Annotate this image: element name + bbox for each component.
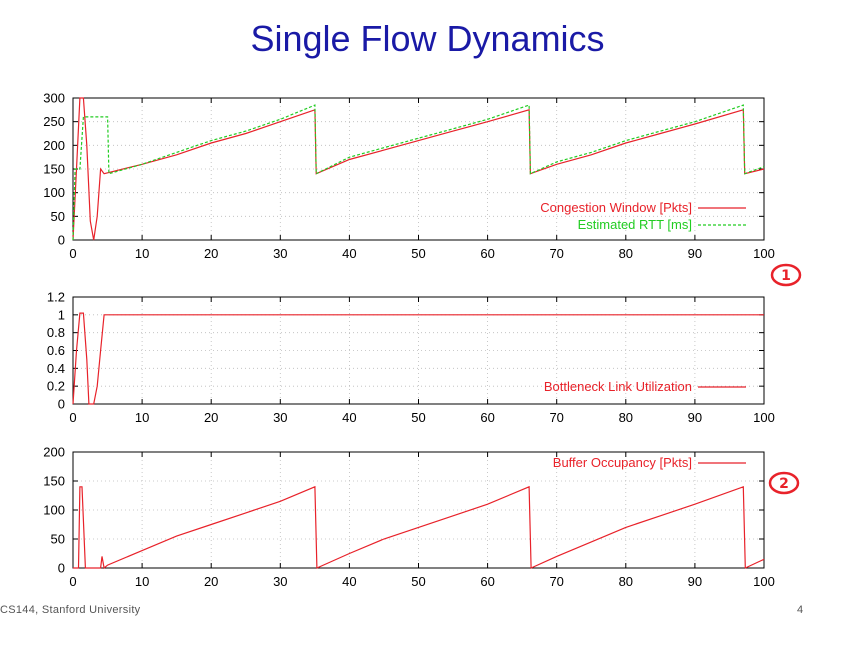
x-tick-label: 60 — [480, 246, 494, 261]
slide-title: Single Flow Dynamics — [250, 18, 605, 59]
x-tick-label: 20 — [204, 246, 218, 261]
series-line — [73, 485, 765, 570]
x-tick-label: 40 — [342, 574, 356, 589]
y-tick-label: 50 — [51, 532, 65, 547]
x-tick-label: 100 — [753, 574, 775, 589]
legend-label: Bottleneck Link Utilization — [544, 379, 692, 394]
x-tick-label: 50 — [411, 410, 425, 425]
y-tick-label: 0.6 — [47, 343, 65, 358]
y-tick-label: 0.2 — [47, 379, 65, 394]
x-tick-label: 30 — [273, 246, 287, 261]
annotation-circle — [768, 471, 800, 495]
x-tick-label: 90 — [688, 574, 702, 589]
x-tick-label: 100 — [753, 410, 775, 425]
x-tick-label: 10 — [135, 574, 149, 589]
y-tick-label: 200 — [43, 138, 65, 153]
x-tick-label: 70 — [549, 574, 563, 589]
x-tick-label: 10 — [135, 410, 149, 425]
x-tick-label: 10 — [135, 246, 149, 261]
x-tick-label: 70 — [549, 410, 563, 425]
x-tick-label: 50 — [411, 246, 425, 261]
slide-footer: CS144, Stanford University — [0, 604, 141, 616]
x-tick-label: 80 — [619, 246, 633, 261]
y-tick-label: 300 — [43, 91, 65, 106]
annotation-circle — [770, 263, 802, 287]
series-line — [72, 104, 765, 241]
x-tick-label: 20 — [204, 410, 218, 425]
series-line — [72, 97, 765, 241]
x-tick-label: 90 — [688, 410, 702, 425]
x-tick-label: 80 — [619, 410, 633, 425]
x-tick-label: 70 — [549, 246, 563, 261]
y-tick-label: 0 — [58, 397, 65, 412]
x-tick-label: 40 — [342, 410, 356, 425]
y-tick-label: 200 — [43, 445, 65, 460]
series-line — [72, 312, 764, 405]
plot-frame — [72, 451, 765, 569]
x-tick-label: 40 — [342, 246, 356, 261]
x-tick-label: 20 — [204, 574, 218, 589]
x-tick-label: 80 — [619, 574, 633, 589]
x-tick-label: 0 — [69, 246, 76, 261]
page-number: 4 — [797, 604, 804, 616]
y-tick-label: 150 — [43, 474, 65, 489]
x-tick-label: 0 — [69, 410, 76, 425]
y-tick-label: 0.8 — [47, 325, 65, 340]
y-tick-label: 0.4 — [47, 361, 65, 376]
annotation-number: 2 — [779, 476, 789, 492]
x-tick-label: 50 — [411, 574, 425, 589]
y-tick-label: 0 — [58, 233, 65, 248]
y-tick-label: 0 — [58, 561, 65, 576]
x-tick-label: 30 — [273, 410, 287, 425]
y-tick-label: 150 — [43, 162, 65, 177]
y-tick-label: 100 — [43, 185, 65, 200]
y-tick-label: 250 — [43, 114, 65, 129]
plot-frame — [72, 296, 765, 405]
y-tick-label: 1.2 — [47, 290, 65, 305]
y-tick-label: 1 — [58, 307, 65, 322]
x-tick-label: 100 — [753, 246, 775, 261]
x-tick-label: 60 — [480, 574, 494, 589]
y-tick-label: 100 — [43, 503, 65, 518]
y-tick-label: 50 — [51, 209, 65, 224]
legend-label: Congestion Window [Pkts] — [540, 200, 692, 215]
legend-label: Estimated RTT [ms] — [578, 217, 692, 232]
x-tick-label: 30 — [273, 574, 287, 589]
x-tick-label: 90 — [688, 246, 702, 261]
annotation-number: 1 — [781, 268, 791, 284]
x-tick-label: 60 — [480, 410, 494, 425]
legend-label: Buffer Occupancy [Pkts] — [553, 455, 692, 470]
x-tick-label: 0 — [69, 574, 76, 589]
